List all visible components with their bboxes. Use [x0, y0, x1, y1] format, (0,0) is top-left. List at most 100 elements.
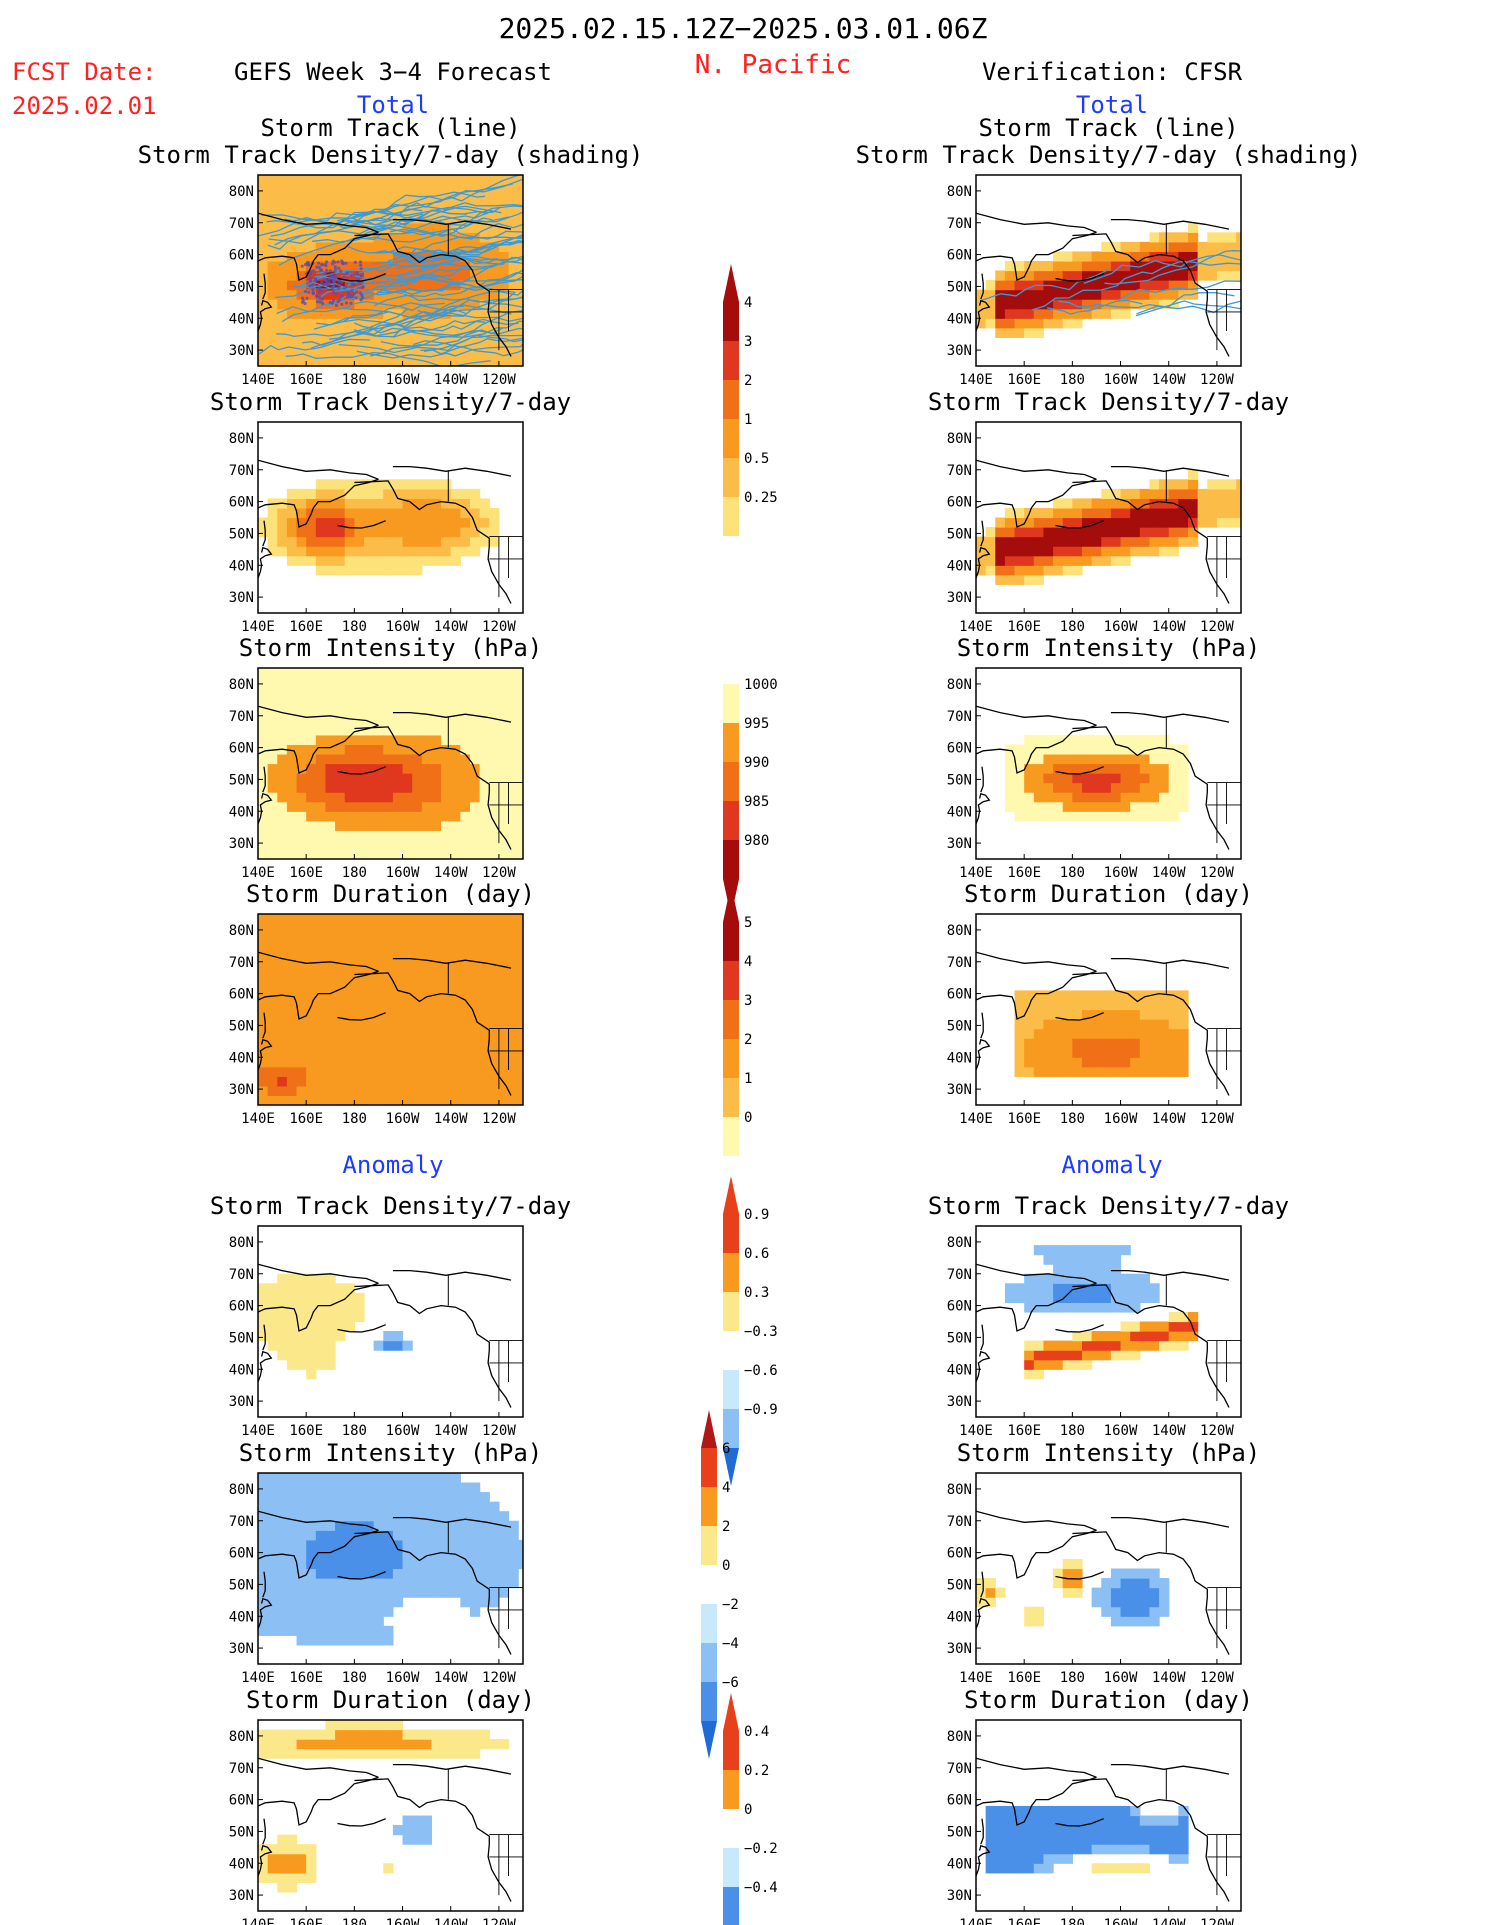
coastline: [976, 478, 1097, 528]
grid-cell: [1207, 241, 1218, 252]
grid-cell: [1159, 1009, 1170, 1020]
grid-cell: [518, 980, 523, 991]
lat-tick-label: 30N: [229, 590, 254, 606]
grid-cell: [470, 507, 481, 519]
grid-cell: [460, 933, 471, 944]
grid-cell: [315, 830, 327, 841]
grid-cell: [258, 1739, 269, 1750]
grid-cell: [460, 952, 471, 963]
grid-cell: [373, 811, 384, 822]
colorbar-arrow-top: [701, 1410, 717, 1448]
grid-cell: [306, 555, 317, 566]
grid-cell: [1178, 1057, 1189, 1068]
grid-cell: [392, 507, 404, 519]
grid-cell: [344, 1283, 355, 1294]
grid-cell: [1062, 1558, 1073, 1570]
grid-cell: [441, 1009, 452, 1020]
grid-cell: [470, 1076, 481, 1087]
grid-cell: [402, 555, 413, 566]
grid-cell: [344, 232, 355, 243]
grid-cell: [267, 175, 278, 186]
grid-cell: [1149, 792, 1160, 803]
grid-cell: [1178, 1853, 1189, 1864]
grid-cell: [1159, 990, 1170, 1001]
lat-tick-label: 60N: [229, 248, 254, 264]
coastline: [337, 1571, 386, 1580]
grid-cell: [441, 734, 452, 745]
map-frame: [257, 913, 524, 1106]
grid-cell: [518, 1038, 523, 1049]
grid-cell: [1110, 811, 1122, 822]
grid-cell: [364, 356, 375, 366]
colorbar-label: 1: [744, 412, 752, 428]
grid-cell: [392, 1748, 404, 1759]
grid-cell: [315, 706, 327, 717]
grid-cell: [392, 1530, 404, 1541]
grid-cell: [277, 507, 288, 519]
coastline: [262, 1324, 266, 1351]
grid-cell: [267, 706, 278, 717]
grid-cell: [412, 536, 423, 547]
grid-cell: [1014, 565, 1025, 576]
grid-cell: [354, 289, 365, 300]
grid-cell: [1159, 1331, 1170, 1342]
grid-cell: [441, 1028, 452, 1039]
grid-cell: [364, 479, 375, 490]
lon-tick-label: 140W: [434, 1670, 468, 1686]
grid-cell: [354, 280, 365, 291]
colorbar-segment: [701, 1565, 717, 1604]
grid-cell: [1110, 1264, 1122, 1275]
grid-cell: [1072, 289, 1083, 300]
grid-cell: [421, 184, 433, 195]
grid-cell: [421, 1095, 433, 1105]
colorbar-label: 1: [744, 1071, 752, 1087]
grid-cell: [392, 1482, 404, 1493]
grid-cell: [1082, 507, 1093, 519]
grid-cell: [1072, 1578, 1083, 1589]
state-borders: [489, 1028, 523, 1090]
lon-tick-label: 160W: [386, 865, 420, 881]
grid-cell: [1120, 241, 1131, 252]
grid-cell: [286, 1019, 298, 1030]
grid-cell: [383, 1578, 394, 1589]
grid-cell: [258, 1482, 269, 1493]
grid-cell: [306, 1844, 317, 1855]
grid-cell: [1004, 1863, 1016, 1874]
grid-cell: [470, 744, 481, 755]
grid-cell: [383, 232, 394, 243]
grid-cell: [354, 942, 365, 953]
grid-cell: [489, 175, 500, 186]
grid-cell: [431, 222, 442, 233]
grid-cell: [421, 479, 433, 490]
grid-cell: [1053, 527, 1064, 538]
grid-cell: [470, 706, 481, 717]
grid-cell: [498, 1530, 510, 1541]
grid-cell: [344, 1606, 355, 1617]
grid-cell: [1091, 546, 1102, 557]
grid-cell: [277, 999, 288, 1011]
grid-cell: [1062, 1038, 1073, 1049]
grid-cell: [354, 773, 365, 784]
grid-cell: [325, 1729, 336, 1740]
grid-cell: [286, 1549, 298, 1560]
grid-cell: [1149, 507, 1160, 519]
grid-cell: [479, 1568, 490, 1579]
lat-tick-label: 60N: [229, 1546, 254, 1562]
grid-cell: [1197, 260, 1208, 272]
grid-cell: [1033, 1273, 1045, 1284]
grid-cell: [1226, 251, 1237, 262]
grid-cell: [1062, 782, 1073, 793]
grid-cell: [1130, 241, 1141, 252]
grid-cell: [354, 849, 365, 859]
grid-cell: [518, 1028, 523, 1039]
grid-cell: [431, 1095, 442, 1105]
grid-cell: [995, 1844, 1006, 1855]
grid-cell: [392, 1028, 404, 1039]
lon-tick-label: 160E: [1007, 1111, 1041, 1127]
grid-cell: [277, 203, 288, 214]
grid-cell: [258, 744, 269, 755]
grid-cell: [1120, 289, 1131, 300]
grid-cell: [498, 677, 510, 688]
grid-cell: [296, 706, 307, 717]
grid-cell: [489, 1019, 500, 1030]
